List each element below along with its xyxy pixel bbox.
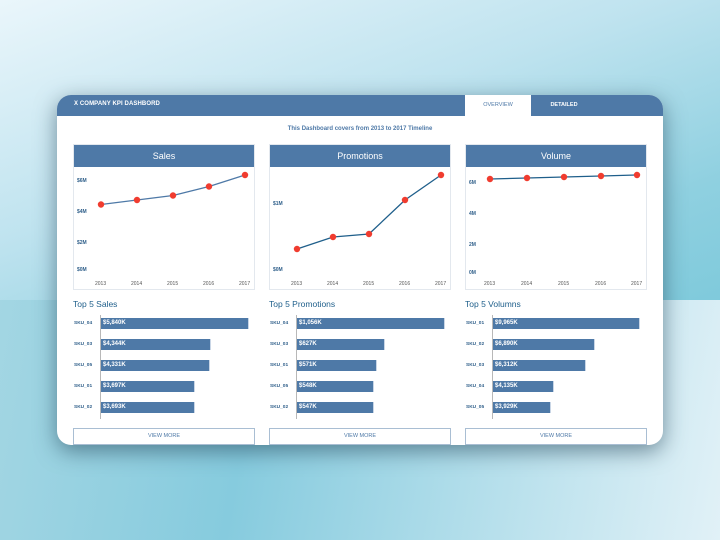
svg-text:$1M: $1M (273, 201, 283, 207)
svg-text:2015: 2015 (558, 281, 569, 287)
svg-text:2017: 2017 (631, 281, 642, 287)
sales-line-chart: $6M $4M $2M $0M 2013 2014 2015 2016 2017 (77, 171, 250, 287)
bar-row: SKU_03 $627K (269, 339, 451, 350)
top5-promotions-bars: SKU_04 $1,056K SKU_03 $627K SKU_01 $571K… (269, 315, 451, 422)
volume-panel: Volume 6M 4M 2M 0M 2013 2014 2015 2016 2… (465, 144, 647, 422)
svg-text:2013: 2013 (484, 281, 495, 287)
bar-row: SKU_03 $4,344K (73, 339, 255, 350)
promotions-chart: Promotions $1M $0M 2013 2014 2015 2016 2… (269, 144, 451, 290)
bar-row: SKU_01 $571K (269, 360, 451, 371)
svg-text:2013: 2013 (95, 281, 106, 287)
sales-chart-title: Sales (74, 145, 254, 167)
bar-row: SKU_05 $3,929K (465, 402, 647, 413)
sales-chart: Sales $6M $4M $2M $0M 2013 2014 2015 201… (73, 144, 255, 290)
bar-row: SKU_04 $1,056K (269, 318, 451, 329)
title-bar: X COMPANY KPI DASHBORD OVERVIEW DETAILED (57, 95, 663, 116)
bar-row: SKU_04 $5,840K (73, 318, 255, 329)
bar-row: SKU_01 $3,697K (73, 381, 255, 392)
volume-line-chart: 6M 4M 2M 0M 2013 2014 2015 2016 2017 (469, 171, 642, 287)
svg-text:2016: 2016 (399, 281, 410, 287)
svg-text:2014: 2014 (131, 281, 142, 287)
svg-text:$0M: $0M (273, 267, 283, 273)
top5-sales-bars: SKU_04 $5,840K SKU_03 $4,344K SKU_05 $4,… (73, 315, 255, 422)
svg-text:4M: 4M (469, 211, 476, 217)
svg-text:$6M: $6M (77, 178, 87, 184)
volume-chart: Volume 6M 4M 2M 0M 2013 2014 2015 2016 2… (465, 144, 647, 290)
volume-view-more-button[interactable]: VIEW MORE (465, 428, 647, 445)
promotions-chart-title: Promotions (270, 145, 450, 167)
bar-row: SKU_02 $3,693K (73, 402, 255, 413)
sales-view-more-button[interactable]: VIEW MORE (73, 428, 255, 445)
svg-text:2017: 2017 (435, 281, 446, 287)
svg-text:6M: 6M (469, 180, 476, 186)
svg-text:2013: 2013 (291, 281, 302, 287)
svg-text:2017: 2017 (239, 281, 250, 287)
top5-sales-title: Top 5 Sales (73, 299, 118, 309)
promotions-view-more-button[interactable]: VIEW MORE (269, 428, 451, 445)
svg-text:2014: 2014 (521, 281, 532, 287)
promotions-panel: Promotions $1M $0M 2013 2014 2015 2016 2… (269, 144, 451, 422)
svg-text:2016: 2016 (203, 281, 214, 287)
top5-volumes-bars: SKU_01 $9,965K SKU_02 $6,890K SKU_03 $6,… (465, 315, 647, 422)
bar-row: SKU_02 $547K (269, 402, 451, 413)
tab-detailed[interactable]: DETAILED (550, 102, 578, 108)
svg-text:2014: 2014 (327, 281, 338, 287)
bar-row: SKU_04 $4,135K (465, 381, 647, 392)
sales-panel: Sales $6M $4M $2M $0M 2013 2014 2015 201… (73, 144, 255, 422)
dashboard-title: X COMPANY KPI DASHBORD (74, 101, 160, 107)
bar-row: SKU_05 $548K (269, 381, 451, 392)
svg-text:2015: 2015 (363, 281, 374, 287)
svg-text:$4M: $4M (77, 209, 87, 215)
bar-row: SKU_05 $4,331K (73, 360, 255, 371)
bar-row: SKU_02 $6,890K (465, 339, 647, 350)
svg-text:2015: 2015 (167, 281, 178, 287)
top5-promotions-title: Top 5 Promotions (269, 299, 336, 309)
svg-text:$2M: $2M (77, 240, 87, 246)
tab-overview[interactable]: OVERVIEW (465, 95, 531, 116)
top5-volumes-title: Top 5 Volumns (465, 299, 521, 309)
bar-row: SKU_01 $9,965K (465, 318, 647, 329)
svg-text:0M: 0M (469, 270, 476, 276)
volume-chart-title: Volume (466, 145, 646, 167)
dashboard-window: X COMPANY KPI DASHBORD OVERVIEW DETAILED… (57, 95, 663, 445)
dashboard-subtitle: This Dashboard covers from 2013 to 2017 … (287, 126, 433, 132)
promotions-line-chart: $1M $0M 2013 2014 2015 2016 2017 (273, 171, 446, 287)
svg-text:$0M: $0M (77, 267, 87, 273)
svg-text:2016: 2016 (595, 281, 606, 287)
svg-text:2M: 2M (469, 242, 476, 248)
bar-row: SKU_03 $6,312K (465, 360, 647, 371)
